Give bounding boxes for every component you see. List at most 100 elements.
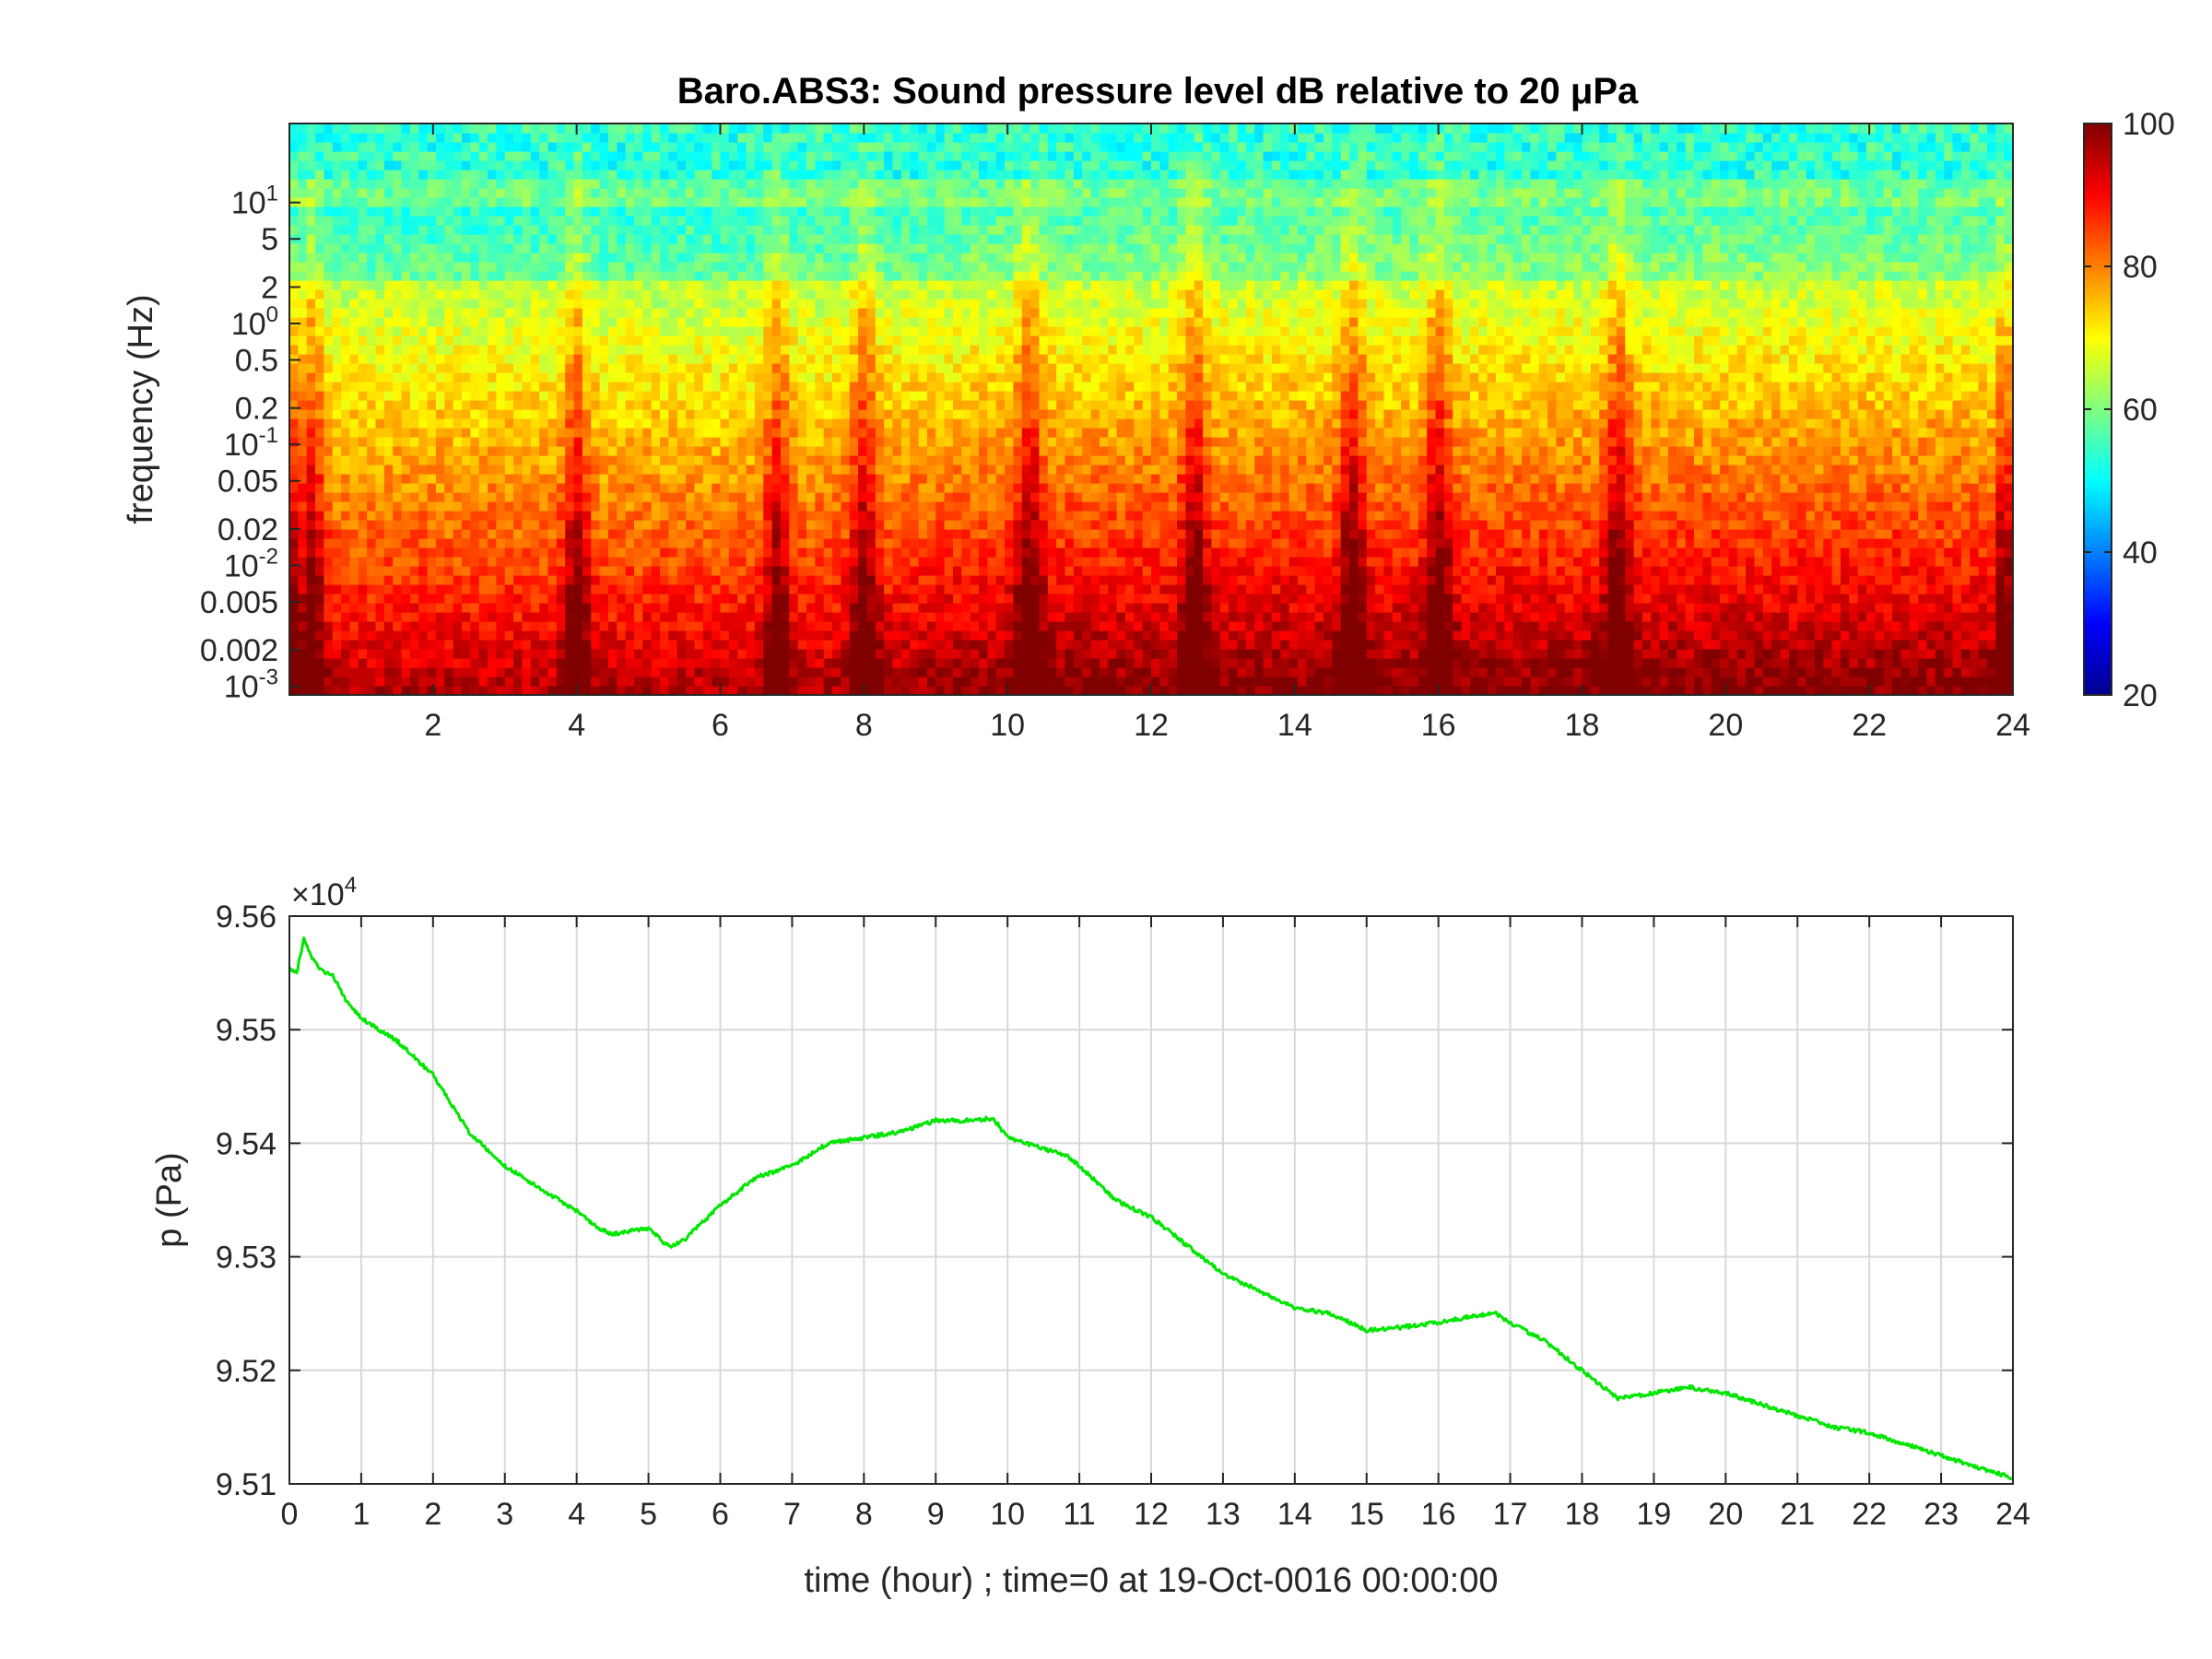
heatmap-cell <box>900 529 911 539</box>
heatmap-cell <box>349 538 359 548</box>
heatmap-cell <box>306 345 316 355</box>
heatmap-cell <box>771 160 782 171</box>
heatmap-cell <box>660 446 669 456</box>
heatmap-cell <box>522 612 532 622</box>
heatmap-cell <box>728 557 738 567</box>
heatmap-cell <box>651 409 661 419</box>
heatmap-cell <box>918 649 928 659</box>
heatmap-cell <box>944 225 954 235</box>
heatmap-cell <box>591 345 601 355</box>
heatmap-cell <box>504 335 514 346</box>
heatmap-cell <box>918 391 928 401</box>
heatmap-cell <box>625 677 635 687</box>
heatmap-cell <box>298 382 308 392</box>
heatmap-cell <box>634 547 643 558</box>
heatmap-cell <box>393 354 403 364</box>
heatmap-cell <box>401 243 411 253</box>
heatmap-cell <box>806 262 816 272</box>
heatmap-cell <box>513 630 524 641</box>
heatmap-cell <box>702 446 712 456</box>
heatmap-cell <box>875 289 885 300</box>
heatmap-cell <box>409 630 419 641</box>
heatmap-cell <box>453 640 463 650</box>
heatmap-cell <box>642 170 653 180</box>
heatmap-cell <box>409 594 419 604</box>
heatmap-cell <box>926 391 936 401</box>
heatmap-cell <box>513 409 524 419</box>
heatmap-cell <box>470 529 480 539</box>
heatmap-cell <box>884 538 894 548</box>
heatmap-cell <box>892 547 902 558</box>
heatmap-cell <box>478 151 488 161</box>
heatmap-cell <box>858 529 868 539</box>
heatmap-cell <box>952 649 962 659</box>
heatmap-cell <box>720 538 730 548</box>
heatmap-cell <box>401 483 411 493</box>
heatmap-cell <box>435 206 445 217</box>
heatmap-cell <box>401 677 411 687</box>
heatmap-cell <box>668 566 678 576</box>
heatmap-cell <box>522 474 532 484</box>
heatmap-cell <box>332 326 342 336</box>
heatmap-cell <box>530 133 540 143</box>
heatmap-cell <box>763 225 773 235</box>
heatmap-cell <box>530 667 540 677</box>
heatmap-cell <box>875 621 885 631</box>
heatmap-cell <box>832 465 841 475</box>
heatmap-cell <box>358 345 368 355</box>
heatmap-cell <box>625 225 635 235</box>
heatmap-cell <box>315 621 324 631</box>
heatmap-cell <box>702 501 712 512</box>
heatmap-cell <box>952 547 962 558</box>
heatmap-cell <box>935 557 946 567</box>
heatmap-cell <box>607 455 618 465</box>
heatmap-cell <box>375 557 385 567</box>
heatmap-cell <box>435 529 445 539</box>
heatmap-cell <box>720 317 730 327</box>
heatmap-cell <box>435 677 445 687</box>
heatmap-cell <box>892 630 902 641</box>
heatmap-cell <box>401 206 411 217</box>
heatmap-cell <box>453 547 463 558</box>
heatmap-cell <box>504 225 514 235</box>
heatmap-cell <box>677 520 687 530</box>
heatmap-cell <box>496 640 506 650</box>
heatmap-cell <box>746 630 756 641</box>
heatmap-cell <box>668 271 678 281</box>
heatmap-cell <box>720 677 730 687</box>
heatmap-cell <box>358 686 368 696</box>
heatmap-cell <box>470 289 480 300</box>
heatmap-cell <box>858 612 868 622</box>
heatmap-cell <box>582 160 592 171</box>
heatmap-cell <box>556 299 566 309</box>
heatmap-cell <box>315 446 324 456</box>
heatmap-cell <box>900 686 911 696</box>
heatmap-cell <box>375 253 385 263</box>
heatmap-cell <box>910 640 920 650</box>
heatmap-cell <box>746 437 756 447</box>
heatmap-cell <box>702 465 712 475</box>
heatmap-cell <box>900 391 911 401</box>
heatmap-cell <box>470 197 480 207</box>
heatmap-cell <box>961 649 971 659</box>
heatmap-cell <box>393 538 403 548</box>
heatmap-cell <box>625 409 635 419</box>
heatmap-cell <box>617 234 627 244</box>
heatmap-cell <box>789 335 799 346</box>
heatmap-cell <box>513 649 524 659</box>
heatmap-cell <box>573 124 583 134</box>
heatmap-cell <box>763 308 773 318</box>
heatmap-cell <box>841 409 851 419</box>
heatmap-cell <box>961 372 971 382</box>
heatmap-cell <box>797 492 807 502</box>
heatmap-cell <box>815 557 825 567</box>
heatmap-cell <box>530 262 540 272</box>
heatmap-cell <box>832 428 841 438</box>
heatmap-cell <box>556 603 566 613</box>
heatmap-cell <box>530 483 540 493</box>
heatmap-cell <box>547 391 558 401</box>
heatmap-cell <box>435 667 445 677</box>
heatmap-cell <box>789 677 799 687</box>
heatmap-cell <box>702 566 712 576</box>
heatmap-cell <box>298 363 308 373</box>
